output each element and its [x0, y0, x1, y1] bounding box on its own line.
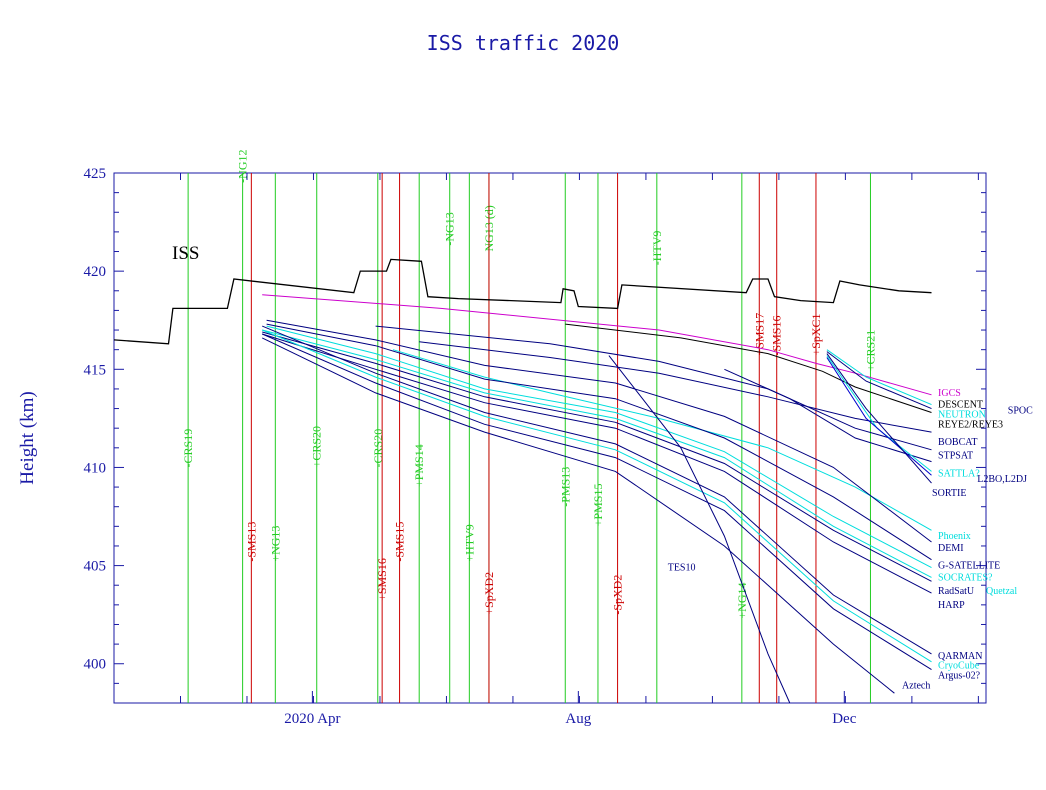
y-tick-label: 405 [84, 559, 107, 575]
axis-ticks: 425 420 415 410 405 400 2020 Apr Aug Dec [84, 166, 986, 727]
event-label: -SpXD2 [611, 575, 625, 615]
track-line [826, 357, 932, 476]
track-line [262, 325, 932, 655]
track-line [262, 333, 932, 594]
object-label: DESCENT [938, 400, 983, 411]
object-label: SOCRATES? [938, 572, 993, 583]
event-label: +SpXC1 [809, 313, 823, 355]
track-line [826, 353, 932, 484]
object-label: RadSatU [938, 586, 975, 597]
event-label: +SMS16 [375, 558, 389, 601]
iss-label: ISS [172, 243, 199, 264]
object-label: HARP [938, 600, 965, 611]
event-label: -SMS13 [244, 522, 258, 562]
track-line [826, 355, 932, 472]
event-label: +CRS21 [863, 330, 877, 371]
event-label: -CRS20 [371, 429, 385, 468]
chart-title: ISS traffic 2020 [427, 31, 620, 55]
object-label: Quetzal [986, 586, 1017, 597]
object-label: TES10 [668, 563, 696, 574]
track-line [826, 349, 932, 406]
track-line [826, 351, 932, 410]
plot-frame [113, 172, 987, 704]
object-label: G-SATELLITE [938, 561, 1000, 572]
y-tick-label: 425 [84, 166, 107, 182]
track-line [419, 341, 932, 433]
track-line [262, 329, 932, 578]
object-tracks [261, 294, 932, 704]
x-tick-label: Dec [832, 711, 856, 727]
object-label: NEUTRON [938, 409, 986, 420]
event-label: -PMS13 [558, 467, 572, 507]
object-label: Argus-02? [938, 671, 981, 682]
object-label: IGCS [938, 388, 961, 399]
event-label: -NG13 [443, 212, 457, 245]
y-axis-label: Height (km) [17, 391, 38, 484]
x-tick-label: Aug [565, 711, 591, 727]
track-line [262, 331, 932, 582]
event-label: +HTV9 [462, 524, 476, 561]
event-label: +NG13 [268, 526, 282, 562]
object-label: QARMAN [938, 651, 982, 662]
track-line [724, 368, 932, 463]
event-markers: -CRS19 -NG12 -SMS13 +NG13 +CRS20 -CRS20 +SMS16… [181, 149, 877, 703]
event-label: +SpXD2 [482, 572, 496, 615]
track-line [565, 323, 932, 413]
y-tick-label: 420 [84, 264, 107, 280]
object-label: Aztech [902, 680, 930, 691]
track-line [262, 294, 932, 396]
object-label: SATTLA? [938, 468, 980, 479]
y-tick-label: 415 [84, 362, 107, 378]
event-label: +NG14 [735, 582, 749, 618]
track-line [266, 325, 932, 569]
object-label: DEMI [938, 543, 964, 554]
track-line [266, 319, 932, 543]
event-label: +PMS15 [591, 484, 605, 527]
object-label: BOBCAT [938, 437, 977, 448]
object-label: L2BO,L2DJ [977, 474, 1027, 485]
event-label: -CRS19 [181, 429, 195, 468]
track-line [262, 333, 932, 671]
object-label: CryoCube [938, 661, 980, 672]
track-line [262, 329, 932, 663]
event-label: +CRS20 [310, 426, 324, 467]
track-line [266, 323, 932, 561]
object-label: REYE2/REYE3 [938, 419, 1003, 430]
y-tick-label: 410 [84, 460, 107, 476]
event-label: -SMS15 [393, 522, 407, 562]
event-label: +SMS17 [752, 313, 766, 356]
object-label: STPSAT [938, 451, 973, 462]
y-tick-label: 400 [84, 657, 107, 673]
event-label: +PMS14 [412, 444, 426, 487]
track-line [608, 355, 791, 704]
iss-track [113, 258, 932, 345]
track-line [375, 325, 932, 451]
iss-line [113, 258, 932, 345]
event-label: -HTV9 [650, 231, 664, 266]
object-label: SORTIE [932, 488, 966, 499]
track-line [261, 337, 895, 694]
track-line [392, 349, 932, 531]
x-tick-label: 2020 Apr [284, 711, 340, 727]
object-label: Phoenix [938, 531, 971, 542]
event-label: -NG12 [236, 149, 250, 182]
object-label: SPOC [1008, 406, 1033, 417]
event-label: -SMS16 [770, 316, 784, 356]
